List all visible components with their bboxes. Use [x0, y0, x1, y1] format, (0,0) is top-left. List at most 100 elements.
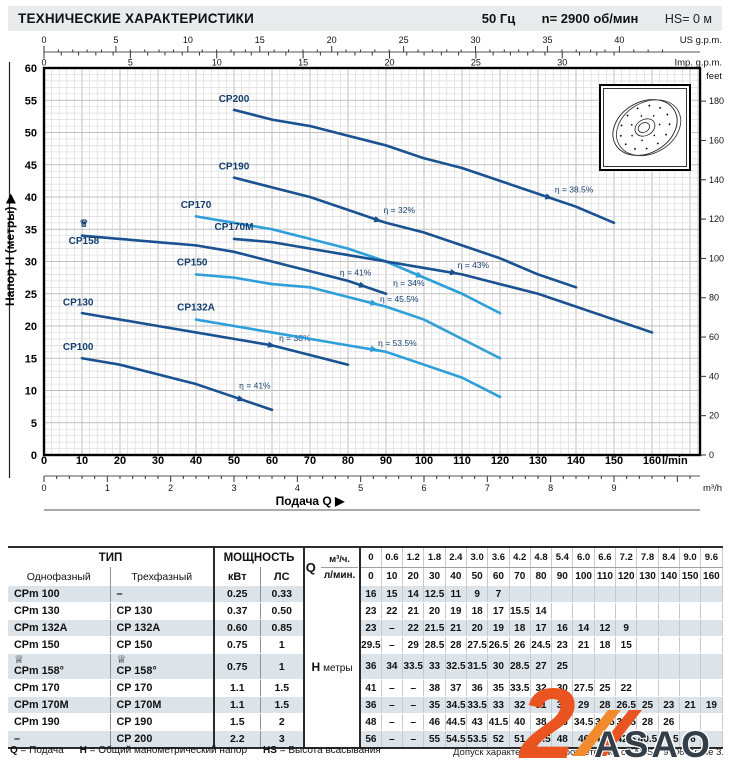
svg-text:150: 150 — [605, 455, 623, 467]
model-three-phase: ♕ CP 158° — [110, 653, 215, 680]
q-lmin-value: 70 — [509, 567, 531, 586]
head-value: 17 — [530, 619, 553, 637]
svg-text:US g.p.m.: US g.p.m. — [680, 35, 722, 46]
head-value: 32.5 — [445, 653, 467, 680]
svg-text:0: 0 — [31, 450, 37, 462]
head-value: 12 — [594, 619, 617, 637]
svg-text:30: 30 — [471, 35, 481, 45]
q-lmin-value: 10 — [381, 567, 404, 586]
svg-text:110: 110 — [453, 455, 471, 467]
svg-text:60: 60 — [266, 455, 278, 467]
svg-text:η = 43%: η = 43% — [458, 260, 490, 270]
head-value: 24.5 — [530, 636, 553, 654]
svg-text:50: 50 — [228, 455, 240, 467]
head-value — [679, 619, 702, 637]
head-value: 37 — [445, 679, 467, 697]
head-value: 23 — [551, 636, 574, 654]
svg-text:140: 140 — [567, 455, 585, 467]
head-value: 28.5 — [509, 653, 531, 680]
svg-text:CP158: CP158 — [69, 236, 100, 247]
svg-text:20: 20 — [25, 321, 37, 333]
model-single-phase: CPm 130 — [8, 602, 111, 620]
head-value: 48 — [551, 730, 574, 749]
svg-text:η = 38.5%: η = 38.5% — [555, 184, 594, 194]
curve-CP170: CP170 η = 34% — [181, 200, 502, 315]
q-lmin-value: 140 — [658, 567, 680, 586]
head-value — [700, 653, 723, 680]
page-title: ТЕХНИЧЕСКИЕ ХАРАКТЕРИСТИКИ — [18, 11, 255, 26]
q-m3h-value: 3.0 — [466, 547, 489, 568]
footer-legend: Q = Подача H = Общий манометрический напо… — [10, 745, 397, 756]
model-single-phase: ♕ CPm 158° — [8, 653, 111, 680]
model-three-phase: CP 200 — [110, 730, 215, 749]
svg-text:CP170M: CP170M — [215, 222, 254, 233]
head-value — [551, 602, 574, 620]
lmin-unit-label: л/мин. — [323, 569, 356, 581]
table-row-CP200: – CP 200 2.2 3 56– –55 54.5 53.5 52 51 49.5 48 46 44.… — [8, 730, 723, 749]
table-row-CP170: CPm 170 CP 170 1.1 1.5 41– –38 37 36 35 33.5 32 30 2… — [8, 679, 723, 697]
svg-text:η = 53.5%: η = 53.5% — [378, 338, 417, 348]
q-lmin-value: 150 — [679, 567, 702, 586]
table-row-CP190: CPm 190 CP 190 1.5 2 48– –46 44.5 43 41.5 40 38 36 3… — [8, 713, 723, 731]
head-value: – — [381, 713, 404, 731]
q-m3h-value: 0 — [360, 547, 382, 568]
head-value: 30 — [487, 653, 510, 680]
head-value: 40.5 — [636, 730, 659, 749]
head-value: 26 — [658, 713, 680, 731]
head-value: 19 — [487, 619, 510, 637]
head-value: 33 — [487, 696, 510, 714]
svg-text:130: 130 — [529, 455, 547, 467]
head-value: 21 — [402, 602, 425, 620]
q-m3h-value: 5.4 — [551, 547, 574, 568]
head-value: 31.5 — [466, 653, 489, 680]
head-value: 40 — [509, 713, 531, 731]
head-value: 49.5 — [530, 730, 553, 749]
q-lmin-value: 110 — [594, 567, 617, 586]
head-value — [679, 636, 702, 654]
frequency-value: 50 Гц — [481, 10, 516, 26]
svg-text:0: 0 — [41, 483, 46, 493]
head-value: – — [402, 730, 425, 749]
head-value: 18 — [594, 636, 617, 654]
head-value: 28 — [636, 713, 659, 731]
head-value — [658, 679, 680, 697]
q-m3h-value: 6.6 — [594, 547, 617, 568]
svg-text:10: 10 — [183, 35, 193, 45]
head-value: 28 — [594, 696, 617, 714]
head-value — [700, 679, 723, 697]
head-value: 21 — [679, 696, 702, 714]
power-hp: 1 — [260, 653, 305, 680]
head-value: 16 — [360, 586, 382, 603]
head-value: – — [402, 679, 425, 697]
svg-text:5: 5 — [358, 483, 363, 493]
head-value: 25 — [551, 653, 574, 680]
head-value: 23 — [360, 602, 382, 620]
q-lmin-value: 130 — [636, 567, 659, 586]
head-value — [551, 586, 574, 603]
head-value — [572, 586, 595, 603]
power-kw: 0.60 — [214, 619, 261, 637]
svg-text:120: 120 — [709, 214, 724, 224]
head-value: 36 — [551, 713, 574, 731]
head-value: 36 — [466, 679, 489, 697]
svg-text:180: 180 — [709, 96, 724, 106]
legend-item: Q = Подача — [10, 745, 64, 756]
head-value — [679, 586, 702, 603]
head-value: 25 — [594, 679, 617, 697]
svg-text:55: 55 — [25, 95, 37, 107]
head-value: 22 — [381, 602, 404, 620]
svg-text:CP100: CP100 — [63, 342, 94, 353]
svg-text:15: 15 — [255, 35, 265, 45]
svg-text:1: 1 — [105, 483, 110, 493]
header-specs: 50 Гц n= 2900 об/мин HS= 0 м — [460, 10, 712, 28]
head-value: 44.5 — [594, 730, 617, 749]
svg-text:25: 25 — [399, 35, 409, 45]
head-value — [679, 653, 702, 680]
svg-text:160: 160 — [643, 455, 661, 467]
power-kw: 1.5 — [214, 713, 261, 731]
single-phase-header: Однофазный — [8, 567, 111, 586]
head-value: 36 — [360, 696, 382, 714]
head-value: 16 — [551, 619, 574, 637]
